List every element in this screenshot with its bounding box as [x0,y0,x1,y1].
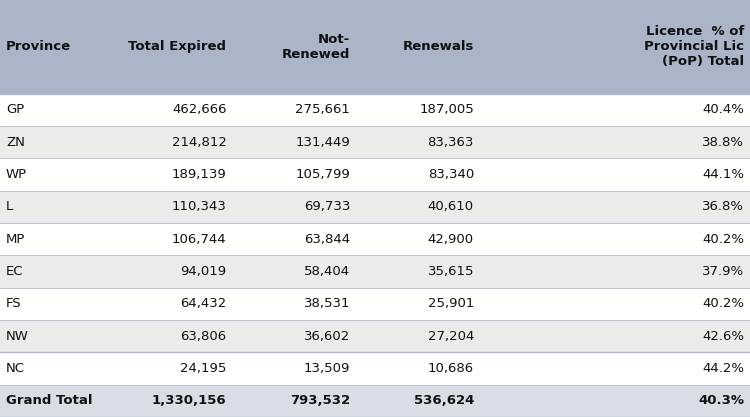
Text: 214,812: 214,812 [172,136,226,149]
Text: 35,615: 35,615 [427,265,474,278]
Text: MP: MP [6,233,26,246]
Text: Province: Province [6,40,71,53]
Text: 462,666: 462,666 [172,103,226,116]
Text: 36.8%: 36.8% [702,201,744,214]
Text: 37.9%: 37.9% [702,265,744,278]
Bar [0,288,750,320]
Text: 110,343: 110,343 [172,201,226,214]
Text: 793,532: 793,532 [290,394,350,407]
Text: 40,610: 40,610 [427,201,474,214]
Bar [0,255,750,288]
Text: ZN: ZN [6,136,25,149]
Text: 64,432: 64,432 [180,297,226,310]
Text: 40.3%: 40.3% [698,394,744,407]
Bar [0,352,750,384]
Text: 275,661: 275,661 [296,103,350,116]
Text: NW: NW [6,330,28,343]
Text: 94,019: 94,019 [180,265,226,278]
Bar [0,158,750,191]
Text: Renewals: Renewals [403,40,474,53]
Text: 63,806: 63,806 [180,330,226,343]
Text: 40.2%: 40.2% [702,233,744,246]
Text: 38.8%: 38.8% [702,136,744,149]
Text: 83,363: 83,363 [427,136,474,149]
Text: 38,531: 38,531 [304,297,350,310]
Bar [0,126,750,158]
Bar [0,384,750,417]
Text: 536,624: 536,624 [414,394,474,407]
Text: 187,005: 187,005 [419,103,474,116]
Text: 105,799: 105,799 [296,168,350,181]
Text: 10,686: 10,686 [427,362,474,375]
Text: Licence  % of
Provincial Lic
(PoP) Total: Licence % of Provincial Lic (PoP) Total [644,25,744,68]
Text: GP: GP [6,103,24,116]
Text: NC: NC [6,362,25,375]
Text: 13,509: 13,509 [304,362,350,375]
Text: 27,204: 27,204 [427,330,474,343]
Text: 58,404: 58,404 [304,265,350,278]
Bar [0,191,750,223]
Text: Grand Total: Grand Total [6,394,92,407]
Text: 83,340: 83,340 [427,168,474,181]
Text: WP: WP [6,168,27,181]
Text: 42.6%: 42.6% [702,330,744,343]
Text: 40.4%: 40.4% [702,103,744,116]
Text: 44.2%: 44.2% [702,362,744,375]
Bar [0,223,750,255]
Text: 189,139: 189,139 [172,168,226,181]
Bar [0,94,750,126]
Text: 63,844: 63,844 [304,233,350,246]
Text: 1,330,156: 1,330,156 [152,394,226,407]
Text: 25,901: 25,901 [427,297,474,310]
Text: 42,900: 42,900 [427,233,474,246]
Text: EC: EC [6,265,23,278]
Text: Total Expired: Total Expired [128,40,226,53]
Text: 69,733: 69,733 [304,201,350,214]
Text: 131,449: 131,449 [296,136,350,149]
Text: Not-
Renewed: Not- Renewed [282,33,350,61]
Text: FS: FS [6,297,22,310]
Text: 44.1%: 44.1% [702,168,744,181]
Text: 24,195: 24,195 [180,362,226,375]
Bar [0,0,750,94]
Bar [0,320,750,352]
Text: 40.2%: 40.2% [702,297,744,310]
Text: 36,602: 36,602 [304,330,350,343]
Text: 106,744: 106,744 [172,233,226,246]
Text: L: L [6,201,14,214]
